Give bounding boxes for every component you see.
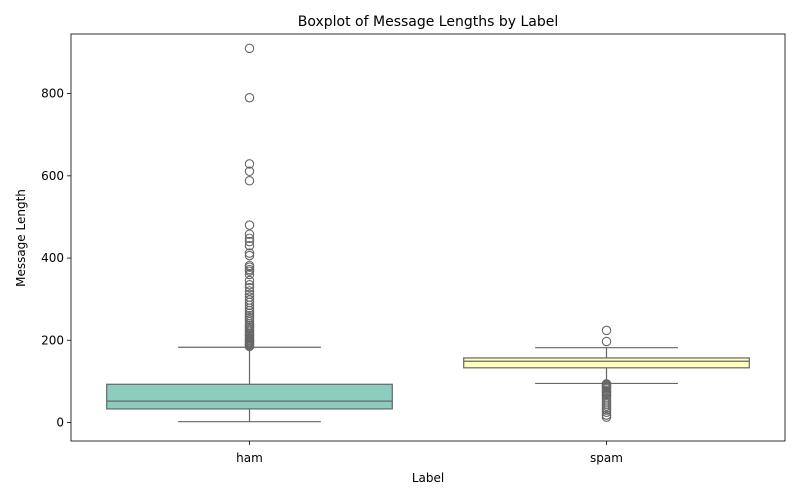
outlier-point	[244, 92, 255, 103]
outlier-point	[244, 275, 255, 286]
outlier-point	[601, 410, 612, 420]
outlier-point	[244, 286, 255, 296]
outlier-point	[244, 229, 255, 239]
outlier-point	[244, 295, 255, 305]
box-ham	[106, 43, 393, 423]
y-tick-label: 200	[41, 333, 64, 347]
outlier-point	[244, 159, 255, 169]
box-spam	[463, 325, 750, 422]
outlier-point	[244, 282, 255, 293]
x-tick-label: ham	[236, 451, 263, 465]
outlier-point	[244, 166, 255, 177]
outlier-point	[244, 220, 255, 230]
x-axis: ham spam	[236, 441, 623, 465]
outlier-point	[601, 379, 612, 389]
y-axis-label: Message Length	[14, 189, 28, 287]
outlier-point	[244, 310, 255, 321]
iqr-box	[106, 383, 393, 410]
outlier-point	[244, 280, 255, 290]
x-tick-label: spam	[590, 451, 623, 465]
y-tick-label: 0	[56, 416, 64, 430]
y-tick-label: 400	[41, 251, 64, 265]
outlier-point	[244, 292, 255, 302]
outlier-point	[244, 264, 255, 275]
y-tick-label: 600	[41, 169, 64, 183]
outlier-point	[244, 233, 255, 244]
outlier-point	[244, 250, 255, 261]
iqr-box	[463, 357, 750, 369]
y-axis: 0 200 400 600 800	[41, 87, 71, 430]
chart-title: Boxplot of Message Lengths by Label	[298, 14, 558, 30]
outlier-point	[244, 269, 255, 280]
outlier-point	[244, 289, 255, 299]
outlier-point	[244, 43, 255, 54]
outlier-point	[244, 240, 255, 251]
outlier-point	[601, 325, 612, 336]
outlier-point	[244, 248, 255, 258]
y-tick-label: 800	[41, 87, 64, 101]
x-axis-label: Label	[412, 471, 444, 485]
outlier-point	[244, 308, 255, 318]
outlier-point	[244, 260, 255, 271]
plot-frame	[70, 33, 786, 442]
outlier-point	[601, 336, 612, 347]
outlier-point	[244, 176, 255, 186]
outlier-point	[244, 236, 255, 247]
plot-area	[106, 43, 750, 423]
